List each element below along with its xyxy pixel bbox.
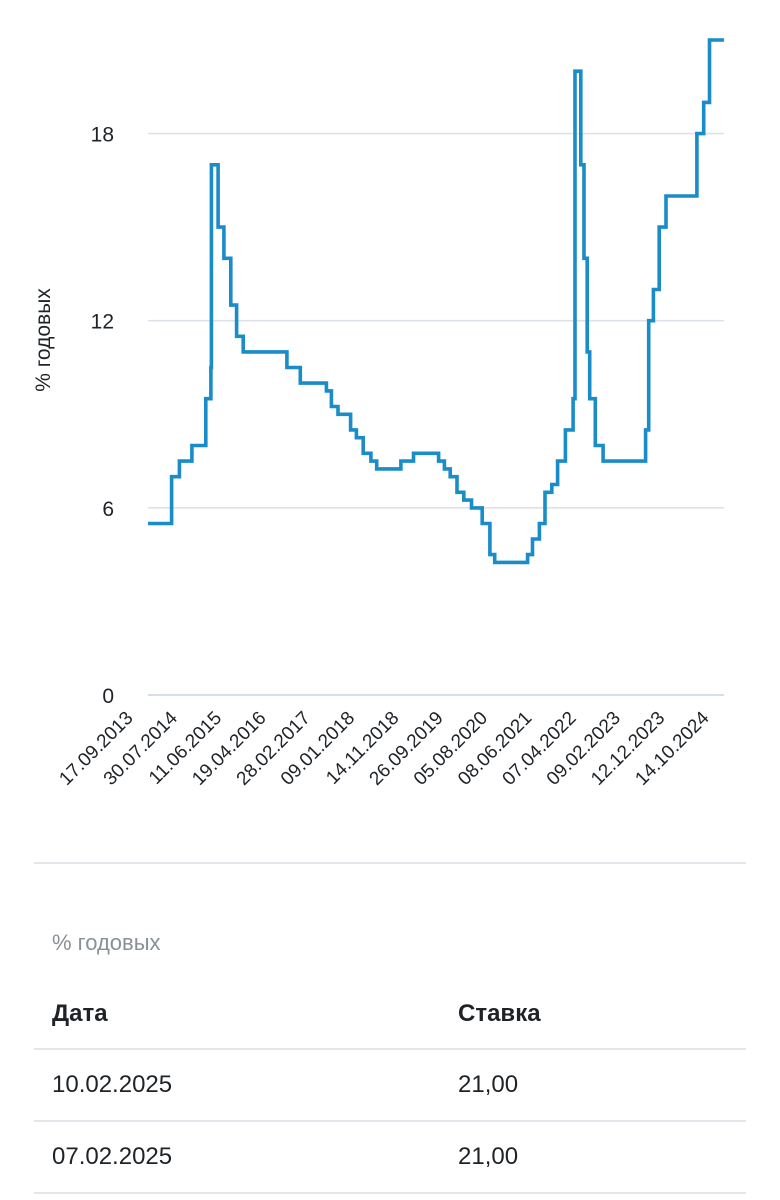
rate-table: Дата Ставка 10.02.2025 21,00 07.02.2025 … [34, 980, 746, 1194]
table-cell-date: 10.02.2025 [52, 1071, 173, 1098]
table-row: 07.02.2025 21,00 [34, 1122, 746, 1194]
rate-chart: 0 6 12 18 17.09.201330.07.201411.06.201519.… [32, 38, 724, 790]
chart-divider [34, 862, 746, 864]
table-cell-rate: 21,00 [458, 1143, 519, 1170]
series-layer [148, 38, 724, 565]
chart-grid [148, 132, 724, 696]
column-header-date: Дата [52, 1000, 108, 1027]
series-line [148, 38, 724, 565]
y-axis-title: % годовых [32, 288, 55, 392]
y-tick-label: 0 [102, 685, 114, 708]
y-tick-label: 12 [91, 311, 114, 334]
table-header-row: Дата Ставка [34, 980, 746, 1050]
table-unit-label: % годовых [52, 930, 161, 955]
y-tick-label: 6 [102, 498, 114, 521]
table-row: 10.02.2025 21,00 [34, 1050, 746, 1122]
y-axis-ticks: 0 6 12 18 [91, 124, 114, 708]
y-tick-label: 18 [91, 124, 114, 147]
x-axis-ticks: 17.09.201330.07.201411.06.201519.04.2016… [55, 707, 713, 789]
table-cell-rate: 21,00 [458, 1071, 519, 1098]
table-cell-date: 07.02.2025 [52, 1143, 173, 1170]
column-header-rate: Ставка [458, 1000, 541, 1027]
